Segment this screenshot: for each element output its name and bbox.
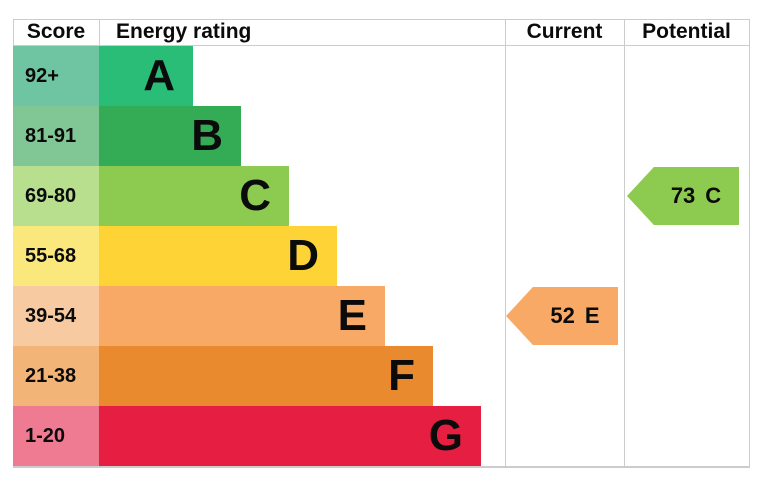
potential-rating-arrow: 73 C — [627, 167, 739, 225]
band-bar: D — [99, 226, 337, 286]
band-letter: F — [388, 351, 415, 400]
band-bar: G — [99, 406, 481, 466]
header-potential: Potential — [642, 20, 731, 43]
band-row: 81-91 B — [13, 106, 749, 166]
band-score-cell: 81-91 — [13, 106, 99, 166]
header-current: Current — [526, 20, 603, 43]
band-score-cell: 55-68 — [13, 226, 99, 286]
band-score-label: 21-38 — [25, 364, 77, 387]
potential-letter: C — [705, 183, 722, 208]
band-bar: A — [99, 46, 193, 106]
band-letter: B — [191, 111, 223, 160]
band-score-cell: 39-54 — [13, 286, 99, 346]
band-bar: B — [99, 106, 241, 166]
band-bar: C — [99, 166, 289, 226]
current-letter: E — [584, 303, 600, 328]
grid-left-border — [13, 19, 14, 46]
current-value: 52 — [550, 303, 575, 328]
band-letter: A — [143, 51, 175, 100]
band-score-label: 92+ — [25, 64, 59, 87]
band-row: 92+ A — [13, 46, 749, 106]
band-row: 1-20 G — [13, 406, 749, 466]
band-score-cell: 1-20 — [13, 406, 99, 466]
header-energy-rating: Energy rating — [116, 20, 252, 43]
band-letter: C — [239, 171, 271, 220]
potential-value: 73 — [670, 183, 696, 208]
band-score-label: 1-20 — [25, 424, 66, 447]
band-score-cell: 92+ — [13, 46, 99, 106]
band-score-label: 69-80 — [25, 184, 77, 207]
band-rows: 92+ A 81-91 B 69-80 C 55-68 D 39-54 E — [13, 46, 749, 466]
band-score-label: 81-91 — [25, 124, 77, 147]
band-score-cell: 69-80 — [13, 166, 99, 226]
band-row: 69-80 C — [13, 166, 749, 226]
band-score-label: 55-68 — [25, 244, 77, 267]
band-score-cell: 21-38 — [13, 346, 99, 406]
header-score: Score — [26, 20, 86, 43]
band-row: 21-38 F — [13, 346, 749, 406]
grid-current-divider — [505, 19, 506, 467]
grid-header-underline — [13, 45, 750, 46]
grid-score-divider — [99, 19, 100, 46]
band-bar: E — [99, 286, 385, 346]
band-letter: G — [428, 411, 463, 460]
band-row: 55-68 D — [13, 226, 749, 286]
current-rating-arrow: 52 E — [506, 287, 618, 345]
grid-bottom-line — [13, 466, 750, 468]
grid-potential-divider — [624, 19, 625, 467]
band-letter: D — [287, 231, 319, 280]
band-row: 39-54 E — [13, 286, 749, 346]
grid-top-line — [13, 19, 750, 20]
band-score-label: 39-54 — [25, 304, 77, 327]
band-letter: E — [337, 291, 367, 340]
band-bar: F — [99, 346, 433, 406]
grid-right-border — [749, 19, 750, 467]
